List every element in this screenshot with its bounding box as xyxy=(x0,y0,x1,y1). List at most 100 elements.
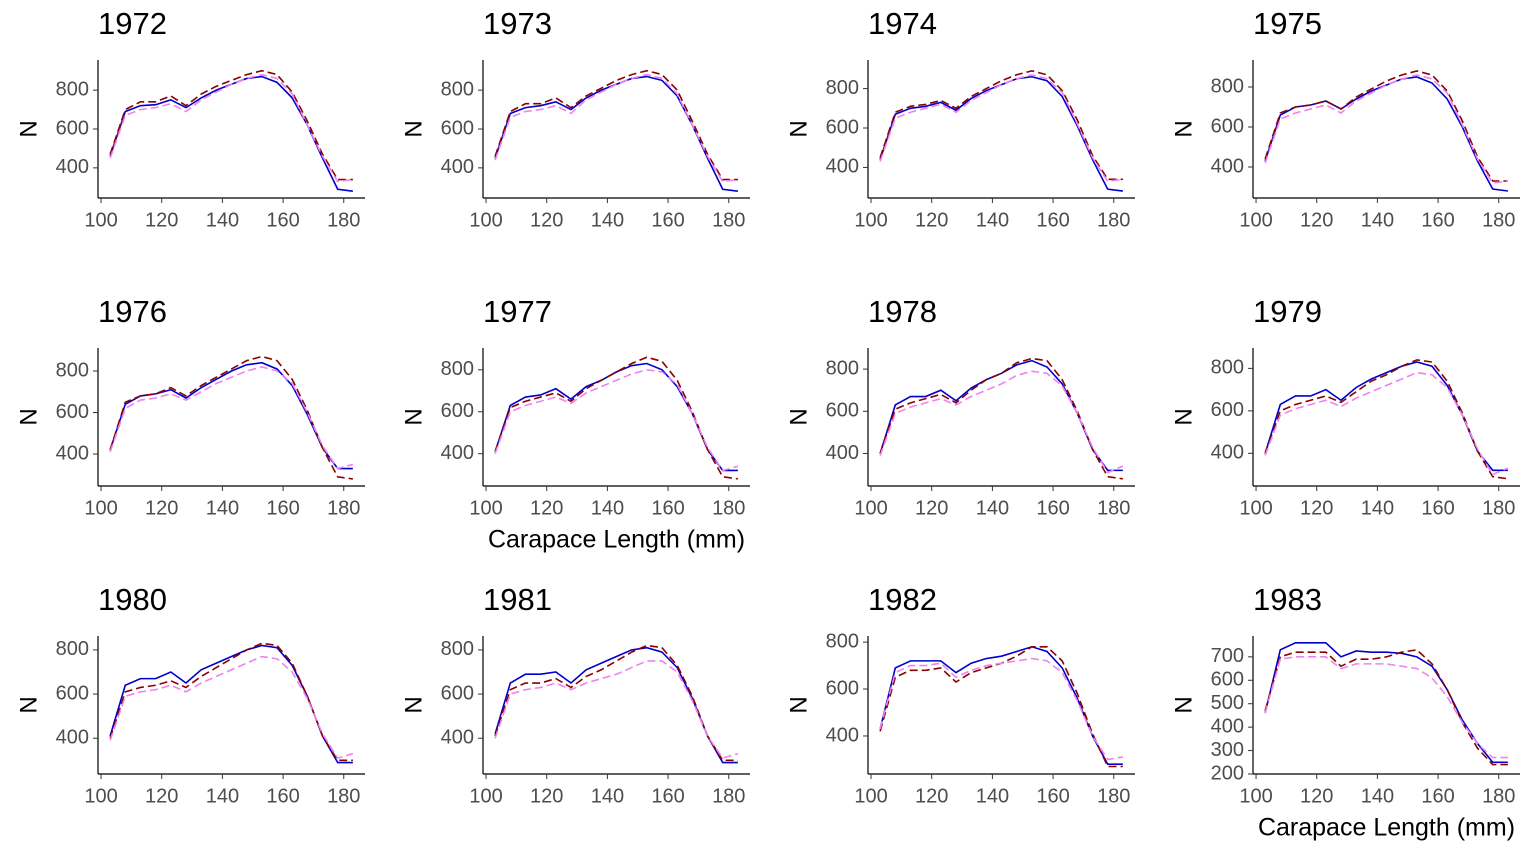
panel-title: 1981 xyxy=(483,582,552,617)
x-tick-label: 180 xyxy=(327,785,360,807)
series-line xyxy=(879,70,1123,181)
y-tick-label: 600 xyxy=(56,682,89,704)
series-line xyxy=(1264,361,1508,472)
series-line xyxy=(109,355,353,480)
x-tick-label: 140 xyxy=(976,497,1009,519)
series-line xyxy=(109,73,353,183)
y-tick-label: 400 xyxy=(1211,442,1244,464)
x-tick-label: 180 xyxy=(327,497,360,519)
x-tick-label: 160 xyxy=(266,209,299,231)
y-tick-label: 600 xyxy=(441,400,474,422)
panel-title: 1973 xyxy=(483,6,552,41)
x-tick-label: 180 xyxy=(1482,785,1515,807)
x-tick-label: 160 xyxy=(1421,209,1454,231)
x-tick-label: 140 xyxy=(591,785,624,807)
x-tick-label: 160 xyxy=(1036,497,1069,519)
series-line xyxy=(1264,76,1508,192)
y-tick-label: 600 xyxy=(826,400,859,422)
x-tick-label: 100 xyxy=(854,497,887,519)
y-tick-label: 600 xyxy=(1211,669,1244,691)
x-tick-label: 120 xyxy=(1300,785,1333,807)
y-tick-label: 800 xyxy=(826,357,859,379)
x-tick-label: 100 xyxy=(469,209,502,231)
y-tick-label: 400 xyxy=(1211,155,1244,177)
series-line xyxy=(879,645,1123,768)
x-tick-label: 120 xyxy=(1300,209,1333,231)
series-line xyxy=(879,645,1123,765)
series-line xyxy=(1264,656,1508,759)
panel-title: 1982 xyxy=(868,582,937,617)
x-tick-label: 140 xyxy=(976,209,1009,231)
x-tick-label: 180 xyxy=(327,209,360,231)
y-tick-label: 800 xyxy=(56,638,89,660)
panel-title: 1979 xyxy=(1253,294,1322,329)
y-tick-label: 400 xyxy=(56,156,89,178)
x-tick-label: 160 xyxy=(1421,785,1454,807)
x-tick-label: 140 xyxy=(591,497,624,519)
series-line xyxy=(109,75,353,192)
x-tick-label: 120 xyxy=(145,209,178,231)
panel-title: 1980 xyxy=(98,582,167,617)
series-line xyxy=(879,657,1123,761)
x-tick-label: 120 xyxy=(1300,497,1333,519)
x-tick-label: 120 xyxy=(145,497,178,519)
panel-title: 1972 xyxy=(98,6,167,41)
series-line xyxy=(1264,648,1508,766)
y-tick-label: 400 xyxy=(441,156,474,178)
y-tick-label: 600 xyxy=(826,677,859,699)
x-tick-label: 160 xyxy=(266,497,299,519)
y-axis-label: N xyxy=(785,696,812,713)
x-tick-label: 140 xyxy=(976,785,1009,807)
x-tick-label: 180 xyxy=(712,209,745,231)
y-tick-label: 800 xyxy=(1211,357,1244,379)
series-line xyxy=(1264,641,1508,764)
y-tick-label: 400 xyxy=(441,727,474,749)
panel-title: 1983 xyxy=(1253,582,1322,617)
series-line xyxy=(109,361,353,470)
y-tick-label: 400 xyxy=(826,724,859,746)
y-tick-label: 400 xyxy=(1211,715,1244,737)
x-tick-label: 140 xyxy=(591,209,624,231)
y-tick-label: 600 xyxy=(826,116,859,138)
x-tick-label: 100 xyxy=(84,209,117,231)
x-tick-label: 160 xyxy=(651,209,684,231)
panel-title: 1978 xyxy=(868,294,937,329)
panel-title: 1975 xyxy=(1253,6,1322,41)
series-line xyxy=(1264,70,1508,182)
x-tick-label: 100 xyxy=(469,497,502,519)
x-tick-label: 120 xyxy=(915,785,948,807)
y-tick-label: 300 xyxy=(1211,739,1244,761)
series-line xyxy=(109,642,353,762)
series-line xyxy=(109,644,353,764)
series-line xyxy=(109,366,354,470)
y-axis-label: N xyxy=(15,120,42,137)
y-axis-label: N xyxy=(1170,408,1197,425)
series-line xyxy=(879,359,1123,472)
y-tick-label: 400 xyxy=(56,442,89,464)
y-tick-label: 800 xyxy=(56,359,89,381)
x-axis-label: Carapace Length (mm) xyxy=(1258,814,1515,842)
series-line xyxy=(879,357,1123,480)
series-line xyxy=(494,356,738,480)
y-tick-label: 800 xyxy=(441,638,474,660)
series-line xyxy=(1264,371,1509,476)
panel-title: 1977 xyxy=(483,294,552,329)
series-line xyxy=(879,75,1123,192)
x-tick-label: 140 xyxy=(1361,209,1394,231)
y-tick-label: 400 xyxy=(441,442,474,464)
y-tick-label: 800 xyxy=(1211,75,1244,97)
y-tick-label: 800 xyxy=(826,77,859,99)
x-tick-label: 160 xyxy=(651,785,684,807)
x-tick-label: 180 xyxy=(1097,785,1130,807)
x-tick-label: 120 xyxy=(915,497,948,519)
y-tick-label: 600 xyxy=(1211,115,1244,137)
x-tick-label: 160 xyxy=(266,785,299,807)
x-tick-label: 100 xyxy=(84,785,117,807)
y-tick-label: 400 xyxy=(826,156,859,178)
x-tick-label: 100 xyxy=(84,497,117,519)
y-tick-label: 600 xyxy=(441,117,474,139)
series-line xyxy=(494,368,739,472)
y-tick-label: 600 xyxy=(56,117,89,139)
x-tick-label: 140 xyxy=(1361,785,1394,807)
series-line xyxy=(109,69,353,181)
